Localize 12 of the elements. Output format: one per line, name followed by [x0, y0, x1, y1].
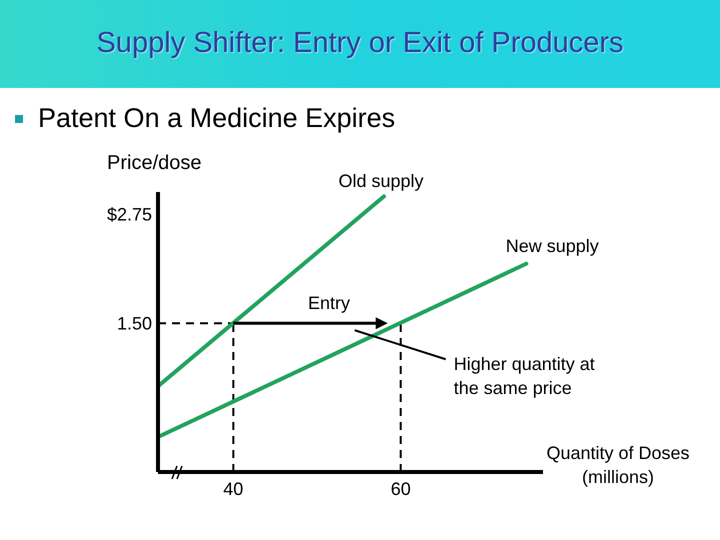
chart-subtitle: Patent On a Medicine Expires — [38, 103, 396, 134]
x-tick-label: 60 — [390, 478, 411, 499]
chart-title: Supply Shifter: Entry or Exit of Producers — [95, 27, 625, 60]
x-axis-title: Quantity of Doses (millions) — [545, 442, 691, 489]
series-label: New supply — [504, 234, 600, 257]
y-tick-label: 1.50 — [116, 314, 152, 334]
x-tick-label: 40 — [223, 478, 244, 499]
series-label: Old supply — [337, 170, 424, 192]
y-axis-title: Price/dose — [107, 151, 202, 175]
annotation: Entry — [307, 292, 352, 314]
y-tick-label: $2.75 — [106, 204, 152, 224]
annotation: Higher quantity at the same price — [454, 353, 596, 400]
